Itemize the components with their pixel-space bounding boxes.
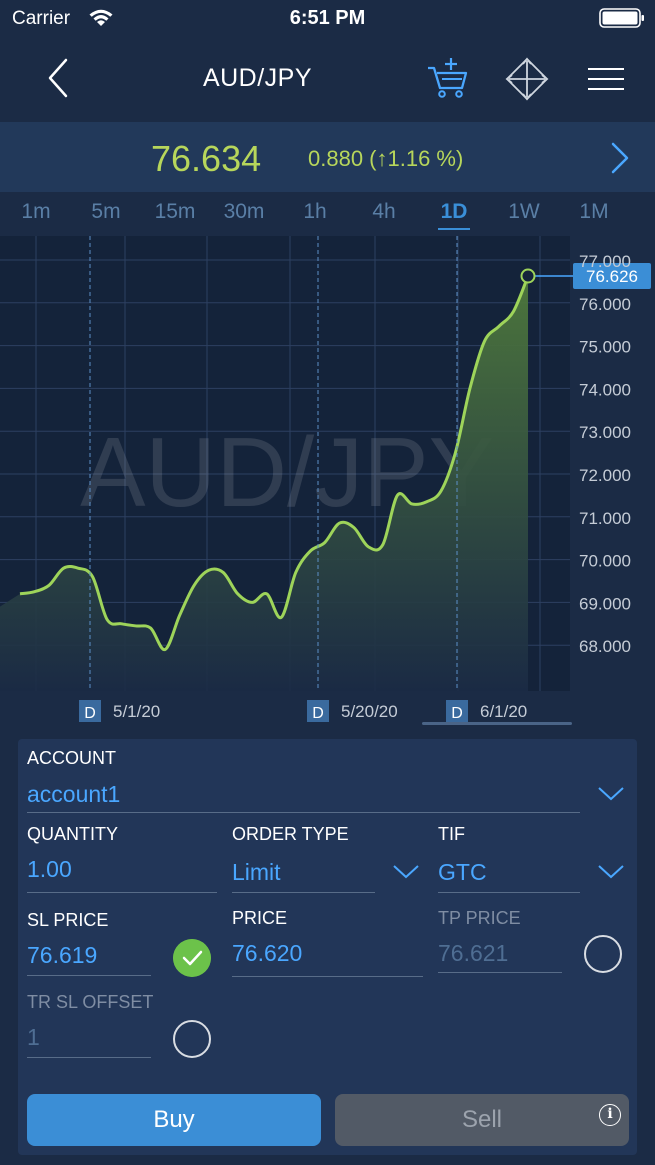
price-chart[interactable]: AUD/JPY76.62677.00076.00075.00074.00073.…	[0, 236, 655, 730]
status-time: 6:51 PM	[289, 7, 366, 29]
tab-timeframe-30m[interactable]: 30m	[223, 200, 265, 223]
tab-timeframe-5m[interactable]: 5m	[91, 200, 121, 223]
date-badge-label: D	[84, 705, 96, 722]
battery-icon	[599, 8, 644, 28]
quantity-label: QUANTITY	[27, 824, 119, 844]
sell-button-label: Sell	[461, 1106, 503, 1133]
y-tick-label: 70.000	[579, 552, 631, 571]
tab-timeframe-4h[interactable]: 4h	[372, 200, 396, 223]
y-tick-label: 72.000	[579, 466, 631, 485]
date-badge	[446, 700, 468, 722]
quantity-input[interactable]: 1.00	[27, 856, 72, 882]
order-panel: ACCOUNT account1 QUANTITY 1.00 ORDER TYP…	[18, 739, 637, 1155]
account-select[interactable]: account1	[27, 781, 121, 807]
sl-price-underline	[27, 975, 151, 976]
y-tick-label: 68.000	[579, 637, 631, 656]
chevron-down-icon[interactable]	[596, 783, 626, 803]
tab-timeframe-1m[interactable]: 1m	[21, 200, 51, 223]
quantity-underline	[27, 892, 217, 893]
date-badge-label: D	[451, 705, 463, 722]
tif-underline	[438, 892, 580, 893]
sl-price-label: SL PRICE	[27, 910, 109, 930]
x-tick-label: 5/1/20	[113, 702, 160, 721]
date-badge	[79, 700, 101, 722]
current-value-badge	[573, 263, 651, 290]
tp-price-label: TP PRICE	[438, 908, 521, 928]
account-label: ACCOUNT	[27, 748, 116, 768]
sell-button[interactable]: Sell i	[335, 1094, 629, 1146]
status-bar: Carrier 6:51 PM	[0, 0, 655, 36]
account-underline	[27, 812, 580, 813]
back-icon[interactable]	[40, 56, 80, 100]
chart-axis-area	[570, 236, 655, 730]
order-type-select[interactable]: Limit	[232, 859, 281, 885]
current-value-point[interactable]	[520, 268, 536, 284]
x-tick-label: 6/1/20	[480, 702, 527, 721]
price-label: PRICE	[232, 908, 288, 928]
crosshair-icon[interactable]	[504, 56, 550, 102]
order-type-underline	[232, 892, 375, 893]
tp-price-underline	[438, 972, 562, 973]
check-icon[interactable]	[173, 939, 211, 977]
current-price: 76.634	[151, 138, 262, 179]
tab-timeframe-1h[interactable]: 1h	[303, 200, 327, 223]
price-input[interactable]: 76.620	[232, 940, 303, 966]
tab-timeframe-1w[interactable]: 1W	[508, 200, 540, 223]
price-underline	[232, 976, 423, 977]
tab-timeframe-1m[interactable]: 1M	[579, 200, 609, 223]
y-tick-label: 71.000	[579, 509, 631, 528]
chevron-down-icon[interactable]	[391, 861, 421, 881]
chevron-right-icon[interactable]	[607, 140, 631, 176]
price-change: 0.880 (↑1.16 %)	[308, 146, 464, 171]
cart-add-icon[interactable]	[426, 56, 472, 102]
tr-sl-offset-underline	[27, 1057, 151, 1058]
price-bar: 76.634 0.880 (↑1.16 %)	[0, 122, 655, 192]
y-tick-label: 74.000	[579, 380, 631, 399]
y-tick-label: 75.000	[579, 338, 631, 357]
tr-sl-toggle-circle-icon[interactable]	[173, 1020, 211, 1058]
y-tick-label: 76.000	[579, 295, 631, 314]
y-tick-label: 69.000	[579, 594, 631, 613]
order-type-label: ORDER TYPE	[232, 824, 349, 844]
y-tick-label: 77.000	[579, 252, 631, 271]
tr-sl-offset-input[interactable]: 1	[27, 1024, 40, 1050]
carrier-label: Carrier	[12, 8, 71, 29]
date-badge-label: D	[312, 705, 324, 722]
tab-timeframe-1d[interactable]: 1D	[424, 200, 484, 230]
tr-sl-offset-label: TR SL OFFSET	[27, 992, 154, 1012]
chart-scroll-indicator[interactable]	[422, 722, 572, 725]
current-value-label: 76.626	[586, 267, 638, 286]
sl-price-input[interactable]: 76.619	[27, 942, 98, 968]
date-badge	[307, 700, 329, 722]
tif-label: TIF	[438, 824, 465, 844]
x-tick-label: 5/20/20	[341, 702, 398, 721]
wifi-icon	[89, 9, 113, 26]
series-area	[0, 276, 528, 691]
series-line	[19, 275, 530, 651]
nav-bar: AUD/JPY	[0, 36, 655, 122]
y-tick-label: 73.000	[579, 423, 631, 442]
menu-icon[interactable]	[584, 56, 630, 102]
buy-button[interactable]: Buy	[27, 1094, 321, 1146]
tif-select[interactable]: GTC	[438, 859, 487, 885]
tab-timeframe-15m[interactable]: 15m	[154, 200, 196, 223]
tp-toggle-circle-icon[interactable]	[584, 935, 622, 973]
tp-price-input[interactable]: 76.621	[438, 940, 509, 966]
page-title: AUD/JPY	[202, 64, 313, 92]
chevron-down-icon[interactable]	[596, 861, 626, 881]
timeframe-tabs: 1m 5m 15m 30m 1h 4h 1D 1W 1M	[0, 192, 655, 236]
info-icon[interactable]: i	[599, 1104, 621, 1126]
